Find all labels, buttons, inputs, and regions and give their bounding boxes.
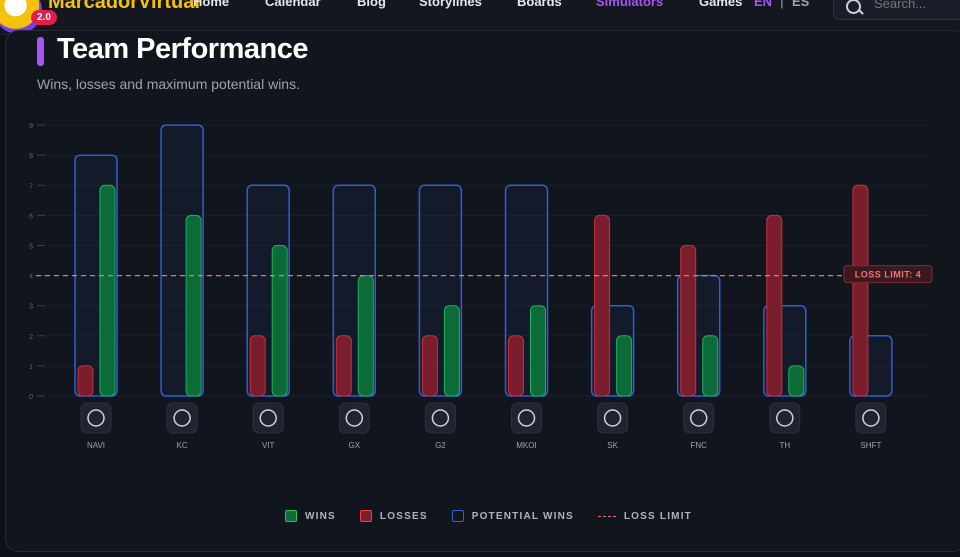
y-tick-label: 7 <box>29 183 33 190</box>
y-tick-label: 3 <box>29 304 33 311</box>
wins-bar-fnc <box>702 335 719 397</box>
kc-logo-icon <box>166 402 198 434</box>
wins-bar-th <box>788 365 805 397</box>
legend-loss-limit[interactable]: LOSS LIMIT <box>597 510 692 522</box>
legend-potential-wins[interactable]: POTENTIAL WINS <box>451 510 574 522</box>
loss-limit-label: LOSS LIMIT: 4 <box>855 270 922 280</box>
y-tick-label: 4 <box>29 274 33 281</box>
gx-logo-icon <box>338 402 370 434</box>
page-subtitle: Wins, losses and maximum potential wins. <box>37 76 300 92</box>
y-tick-label: 1 <box>29 364 33 371</box>
gx-logo-icon-glyph <box>345 409 364 427</box>
top-nav: MarcadorVirtual 2.0 Home Calendar Blog S… <box>0 0 960 35</box>
wins-bar-gx <box>357 275 374 397</box>
mkoi-logo-icon <box>511 402 542 434</box>
version-badge: 2.0 <box>31 10 57 25</box>
kc-logo-icon-glyph <box>173 409 191 427</box>
x-tick-label: NAVI <box>87 441 105 450</box>
brand-name[interactable]: MarcadorVirtual <box>48 0 200 13</box>
losses-bar-fnc <box>680 245 697 397</box>
wins-bar-g2 <box>443 305 460 397</box>
legend-loss-limit-swatch <box>597 515 616 517</box>
legend-wins[interactable]: WINS <box>285 510 336 522</box>
shft-logo-icon <box>855 402 887 434</box>
losses-bar-navi <box>77 365 94 397</box>
x-tick-label: VIT <box>262 441 275 450</box>
sk-logo-icon-glyph <box>603 409 622 427</box>
legend-wins-swatch <box>285 510 297 522</box>
wins-bar-sk <box>616 335 633 397</box>
losses-bar-gx <box>335 335 352 397</box>
loss-limit-label-bg <box>843 265 933 284</box>
x-tick-label: SHFT <box>860 441 881 450</box>
legend-losses[interactable]: LOSSES <box>359 510 428 522</box>
fnc-logo-icon-glyph <box>689 409 708 427</box>
legend-loss-limit-label: LOSS LIMIT <box>623 510 692 522</box>
wins-bar-vit <box>271 245 288 397</box>
navi-logo-icon-glyph <box>87 409 105 427</box>
search-icon <box>846 0 861 14</box>
x-tick-label: KC <box>177 441 188 450</box>
nav-home[interactable]: Home <box>193 0 230 9</box>
losses-bar-sk <box>594 214 611 397</box>
fnc-logo-icon <box>683 402 715 434</box>
vit-logo-icon <box>252 402 284 434</box>
wins-bar-mkoi <box>530 305 546 397</box>
x-tick-label: TH <box>779 441 790 450</box>
y-tick-label: 8 <box>29 153 33 160</box>
th-logo-icon <box>769 402 801 434</box>
g2-logo-icon-glyph <box>431 409 450 427</box>
wins-bar-navi <box>99 184 116 397</box>
y-tick-label: 6 <box>29 213 33 220</box>
nav-storylines[interactable]: Storylines <box>419 0 482 9</box>
wins-bar-kc <box>185 214 202 397</box>
nav-simulators[interactable]: Simulators <box>596 0 664 9</box>
search-input[interactable] <box>872 0 960 12</box>
team-performance-card <box>5 30 960 552</box>
nav-calendar[interactable]: Calendar <box>265 0 321 9</box>
navi-logo-icon <box>80 402 112 434</box>
y-tick-label: 5 <box>29 244 33 251</box>
sk-logo-icon <box>597 402 629 434</box>
x-tick-label: GX <box>349 441 361 450</box>
th-logo-icon-glyph <box>776 409 794 427</box>
chart-legend: WINS LOSSES POTENTIAL WINS LOSS LIMIT <box>285 510 692 522</box>
x-tick-label: SK <box>607 441 618 450</box>
x-tick-label: G2 <box>435 441 446 450</box>
legend-losses-swatch <box>359 510 372 522</box>
legend-potential-swatch <box>451 510 464 522</box>
legend-potential-label: POTENTIAL WINS <box>471 510 574 522</box>
x-tick-label: MKOI <box>516 441 536 450</box>
x-tick-label: FNC <box>690 441 707 450</box>
y-tick-label: 9 <box>29 123 33 130</box>
search-box[interactable] <box>833 0 960 20</box>
mkoi-logo-icon-glyph <box>517 409 536 427</box>
lang-en[interactable]: EN <box>754 0 773 9</box>
legend-losses-label: LOSSES <box>379 510 428 522</box>
lang-es[interactable]: ES <box>792 0 810 9</box>
lang-separator: | <box>780 0 784 9</box>
losses-bar-g2 <box>421 335 438 397</box>
title-accent-bar <box>37 37 44 66</box>
nav-boards[interactable]: Boards <box>517 0 562 9</box>
losses-bar-mkoi <box>508 335 524 397</box>
nav-blog[interactable]: Blog <box>357 0 386 9</box>
losses-bar-shft <box>852 184 869 397</box>
losses-bar-th <box>766 214 783 397</box>
vit-logo-icon-glyph <box>259 409 277 427</box>
losses-bar-vit <box>249 335 266 397</box>
legend-wins-label: WINS <box>305 510 336 522</box>
nav-games[interactable]: Games <box>699 0 743 9</box>
y-tick-label: 0 <box>29 394 33 401</box>
shft-logo-icon-glyph <box>862 409 880 427</box>
y-tick-label: 2 <box>29 334 33 341</box>
page-title: Team Performance <box>57 33 308 65</box>
g2-logo-icon <box>424 402 456 434</box>
